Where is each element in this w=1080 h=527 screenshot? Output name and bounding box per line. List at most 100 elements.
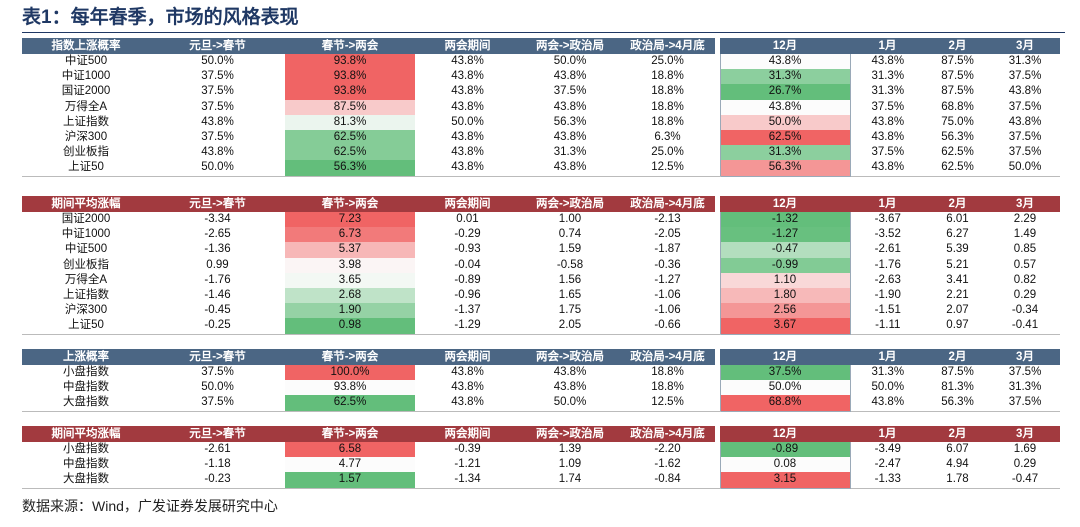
- row-label: 大盘指数: [22, 472, 150, 489]
- row-label: 中证500: [64, 55, 108, 68]
- cell: 31.3%: [871, 70, 905, 83]
- row: 上证50 -0.25 0.98 -1.29 2.05 -0.66 3.67 -1.11 0.97…: [22, 318, 1060, 335]
- header-cell: 12月: [720, 196, 850, 212]
- cell: 37.5%: [150, 395, 285, 412]
- header-cell: 2月: [925, 196, 990, 212]
- cell: -1.27: [654, 273, 681, 286]
- cell: 43.8%: [850, 160, 925, 177]
- cell: 3.65: [285, 272, 415, 288]
- cell: 68.8%: [941, 100, 974, 113]
- cell: 50.0%: [520, 395, 620, 412]
- cell: 37.5%: [201, 366, 234, 379]
- cell: 0.29: [1013, 289, 1037, 302]
- gap: [715, 303, 720, 319]
- cell: 2.29: [1013, 213, 1037, 226]
- cell: 1.59: [558, 243, 582, 256]
- header-cell: 2月: [925, 38, 990, 54]
- cell: -0.36: [654, 258, 681, 271]
- cell: 18.8%: [651, 381, 684, 394]
- cell: 12.5%: [620, 160, 715, 177]
- cell: 37.5%: [990, 395, 1060, 412]
- cell: 43.8%: [871, 115, 905, 128]
- cell: 1.49: [1013, 228, 1037, 241]
- cell: 31.3%: [871, 366, 905, 379]
- header-cell: 12月: [720, 38, 850, 54]
- row-label: 中盘指数: [63, 381, 109, 394]
- cell: 43.8%: [415, 160, 520, 177]
- gap: [715, 38, 720, 54]
- cell: 50.0%: [201, 381, 234, 394]
- header-cell: 12月: [720, 426, 850, 442]
- cell: 93.8%: [285, 84, 415, 100]
- row: 中盘指数 -1.18 4.77 -1.21 1.09 -1.62 0.08 -2.47 4.94…: [22, 457, 1060, 473]
- row: 中证1000 37.5% 93.8% 43.8% 43.8% 18.8% 31.3% 31.3…: [22, 69, 1060, 85]
- gap: [715, 272, 720, 288]
- header-cell: 1月: [850, 349, 925, 365]
- gap: [715, 318, 720, 335]
- cell: -1.51: [874, 304, 901, 317]
- cell: 25.0%: [651, 55, 684, 68]
- cell: 25.0%: [651, 146, 684, 159]
- data-table: 指数上涨概率 元旦->春节 春节->两会 两会期间 两会->政治局 政治局->4月底 12月…: [22, 38, 1060, 177]
- cell: 2.07: [946, 304, 969, 317]
- row-label: 小盘指数: [63, 443, 109, 456]
- cell: 56.3%: [719, 160, 851, 177]
- cell: 37.5%: [1008, 146, 1042, 159]
- cell: 1.78: [925, 472, 990, 489]
- gap: [715, 442, 720, 458]
- row-label: 小盘指数: [63, 366, 109, 379]
- header-cell: 政治局->4月底: [620, 38, 715, 54]
- cell: -2.20: [654, 443, 681, 456]
- cell: 0.01: [456, 213, 479, 226]
- cell: 7.23: [285, 212, 415, 228]
- header-cell: 期间平均涨幅: [22, 426, 150, 442]
- header-cell: 3月: [990, 349, 1060, 365]
- cell: 31.3%: [719, 69, 851, 85]
- header-row: 期间平均涨幅 元旦->春节 春节->两会 两会期间 两会->政治局 政治局->4月底 12月…: [22, 426, 1060, 442]
- cell: 18.8%: [651, 85, 684, 98]
- cell: 87.5%: [285, 99, 415, 115]
- row: 国证2000 37.5% 93.8% 43.8% 37.5% 18.8% 26.7% 31.3…: [22, 84, 1060, 100]
- cell: 50.0%: [719, 114, 851, 130]
- row: 大盘指数 37.5% 62.5% 43.8% 50.0% 12.5% 68.8% 43.8% 5…: [22, 395, 1060, 412]
- cell: 50.0%: [150, 160, 285, 177]
- cell: 43.8%: [451, 146, 484, 159]
- cell: 56.3%: [941, 131, 974, 144]
- gap: [715, 99, 720, 115]
- cell: -1.34: [415, 472, 520, 489]
- cell: 43.8%: [201, 115, 234, 128]
- gap: [715, 145, 720, 161]
- header-cell: 元旦->春节: [150, 196, 285, 212]
- cell: 1.75: [558, 304, 582, 317]
- row: 上证指数 -1.46 2.68 -0.96 1.65 -1.06 1.80 -1.90 2.21…: [22, 287, 1060, 304]
- cell: 1.74: [520, 472, 620, 489]
- cell: 0.99: [206, 258, 229, 271]
- row-label: 上证50: [22, 160, 150, 177]
- cell: 37.5%: [871, 146, 905, 159]
- cell: -1.29: [415, 318, 520, 335]
- row-label: 上证50: [22, 318, 150, 335]
- cell: 31.3%: [553, 146, 587, 159]
- cell: -0.23: [150, 472, 285, 489]
- row: 沪深300 37.5% 62.5% 43.8% 43.8% 6.3% 62.5% 43.8% 5…: [22, 129, 1060, 146]
- row: 小盘指数 -2.61 6.58 -0.39 1.39 -2.20 -0.89 -3.49 6.0…: [22, 442, 1060, 458]
- cell: 43.8%: [451, 366, 484, 379]
- header-cell: 上涨概率: [22, 349, 150, 365]
- cell: 62.5%: [285, 395, 415, 412]
- cell: 93.8%: [285, 69, 415, 85]
- row: 万得全A 37.5% 87.5% 43.8% 43.8% 18.8% 43.8% 37.5% 6…: [22, 99, 1060, 115]
- header-cell: 元旦->春节: [150, 38, 285, 54]
- row-label: 上证指数: [63, 115, 109, 128]
- cell: -2.47: [874, 458, 901, 471]
- cell: 56.3%: [925, 395, 990, 412]
- gap: [715, 242, 720, 258]
- header-cell: 两会->政治局: [520, 349, 620, 365]
- header-cell: 春节->两会: [285, 349, 415, 365]
- cell: 43.8%: [415, 395, 520, 412]
- cell: 43.8%: [451, 381, 484, 394]
- row: 上证50 50.0% 56.3% 43.8% 43.8% 12.5% 56.3% 43.8% 6…: [22, 160, 1060, 177]
- header-cell: 政治局->4月底: [620, 349, 715, 365]
- cell: -0.25: [150, 318, 285, 335]
- header-cell: 12月: [720, 349, 850, 365]
